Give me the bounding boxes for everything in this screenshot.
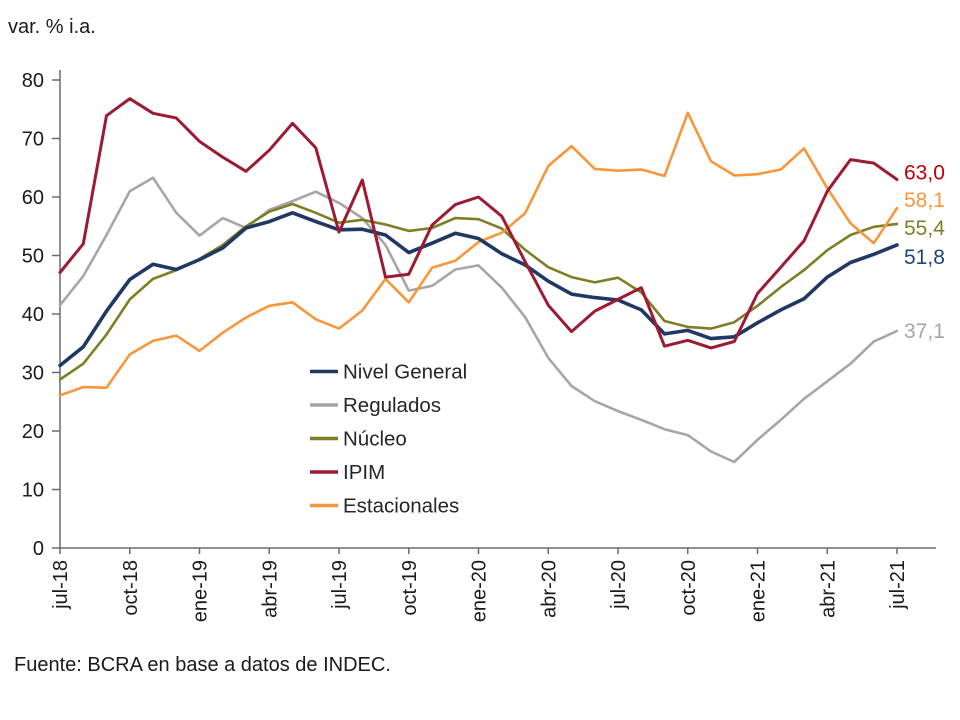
x-tick-label: jul-18 bbox=[50, 560, 72, 610]
x-tick-label: ene-19 bbox=[190, 560, 212, 622]
y-tick-label: 40 bbox=[22, 304, 44, 326]
series-line-regulados bbox=[58, 176, 899, 464]
series-line-estacionales bbox=[58, 111, 899, 397]
y-tick-label: 20 bbox=[22, 421, 44, 443]
legend-label-estacionales: Estacionales bbox=[343, 495, 459, 518]
source-note: Fuente: BCRA en base a datos de INDEC. bbox=[14, 654, 391, 676]
x-tick-label: oct-19 bbox=[399, 560, 421, 616]
y-tick-label: 50 bbox=[22, 246, 44, 268]
series-line-ipim bbox=[58, 97, 899, 350]
x-tick-label: jul-20 bbox=[608, 560, 630, 610]
x-tick-label: oct-18 bbox=[120, 560, 142, 616]
x-tick-label: jul-19 bbox=[329, 560, 351, 610]
y-tick-label: 60 bbox=[22, 187, 44, 209]
x-tick-label: abr-21 bbox=[817, 560, 839, 618]
end-label-nivel-general: 51,8 bbox=[904, 246, 945, 269]
x-tick-label: abr-20 bbox=[538, 560, 560, 618]
x-tick-label: jul-21 bbox=[887, 560, 909, 610]
legend-label-regulados: Regulados bbox=[343, 394, 441, 417]
series-line-nucleo bbox=[58, 202, 899, 381]
end-label-estacionales: 58,1 bbox=[904, 189, 945, 212]
y-tick-label: 0 bbox=[33, 538, 44, 560]
x-tick-label: ene-21 bbox=[748, 560, 770, 622]
legend-label-nivel-general: Nivel General bbox=[343, 361, 467, 384]
series-line-nivel-general bbox=[58, 211, 899, 368]
y-tick-label: 70 bbox=[22, 129, 44, 151]
y-tick-label: 30 bbox=[22, 363, 44, 385]
end-label-regulados: 37,1 bbox=[904, 320, 945, 343]
x-tick-label: abr-19 bbox=[259, 560, 281, 618]
y-tick-label: 10 bbox=[22, 480, 44, 502]
legend-label-nucleo: Núcleo bbox=[343, 428, 407, 451]
x-tick-label: oct-20 bbox=[678, 560, 700, 616]
chart-title: var. % i.a. bbox=[8, 16, 96, 38]
end-label-nucleo: 55,4 bbox=[904, 217, 945, 240]
y-tick-label: 80 bbox=[22, 70, 44, 92]
x-tick-label: ene-20 bbox=[469, 560, 491, 622]
end-label-ipim: 63,0 bbox=[904, 161, 945, 184]
legend-label-ipim: IPIM bbox=[343, 461, 385, 484]
